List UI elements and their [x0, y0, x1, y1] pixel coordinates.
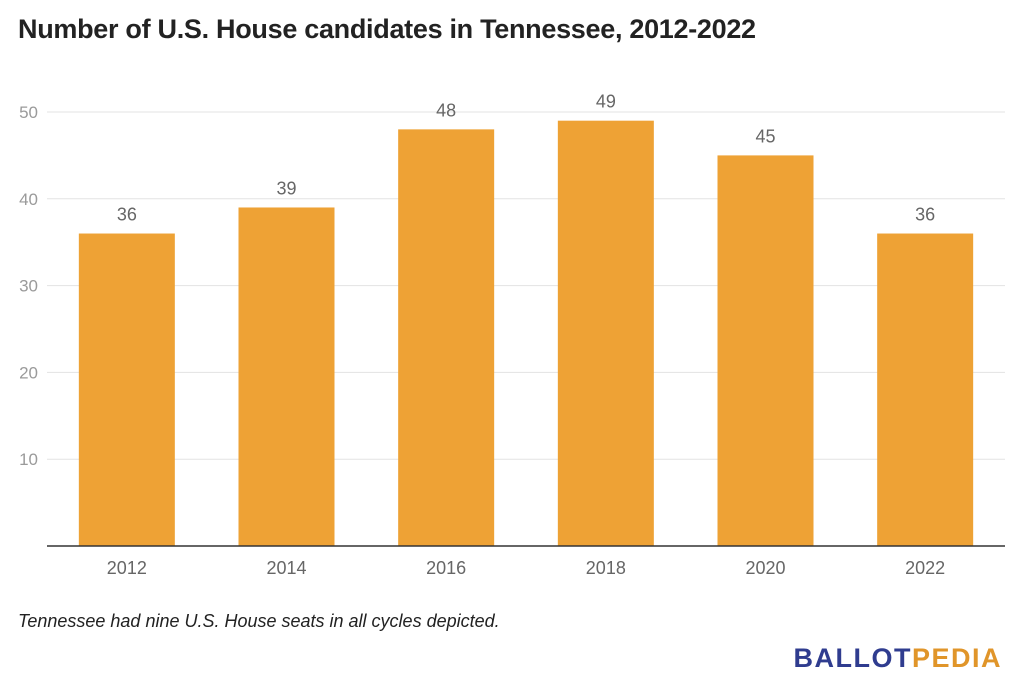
y-tick-label: 30 — [19, 277, 38, 296]
bar — [717, 155, 814, 546]
x-tick-label: 2012 — [107, 558, 147, 578]
data-label: 36 — [117, 205, 137, 225]
bar — [78, 233, 175, 546]
footnote: Tennessee had nine U.S. House seats in a… — [18, 611, 500, 631]
data-label: 48 — [436, 100, 456, 120]
y-tick-label: 50 — [19, 103, 38, 122]
logo-text-pedia: PEDIA — [911, 643, 1002, 673]
logo-text-ballot: BALLOT — [793, 643, 912, 673]
data-label: 36 — [915, 205, 935, 225]
x-tick-label: 2020 — [745, 558, 785, 578]
y-axis-ticks: 10 20 30 40 50 — [19, 103, 38, 469]
y-tick-label: 10 — [19, 450, 38, 469]
bar — [398, 129, 495, 547]
data-labels: 36 39 48 49 45 36 — [117, 92, 935, 225]
bar-chart: 10 20 30 40 50 36 39 48 49 45 36 2012 2014 2016 2018… — [19, 92, 1005, 578]
x-tick-label: 2016 — [426, 558, 466, 578]
x-axis-ticks: 2012 2014 2016 2018 2020 2022 — [107, 558, 945, 578]
chart-title: Number of U.S. House candidates in Tenne… — [18, 14, 756, 44]
bar — [238, 207, 335, 547]
gridlines — [47, 111, 1005, 460]
data-label: 39 — [276, 178, 296, 198]
data-label: 45 — [755, 126, 775, 146]
x-tick-label: 2014 — [266, 558, 306, 578]
x-tick-label: 2018 — [586, 558, 626, 578]
x-tick-label: 2022 — [905, 558, 945, 578]
y-tick-label: 40 — [19, 190, 38, 209]
ballotpedia-logo[interactable]: BALLOTPEDIA — [793, 643, 1002, 674]
bar — [557, 120, 654, 547]
data-label: 49 — [596, 92, 616, 112]
bars — [78, 120, 974, 547]
bar — [877, 233, 974, 546]
y-tick-label: 20 — [19, 363, 38, 382]
